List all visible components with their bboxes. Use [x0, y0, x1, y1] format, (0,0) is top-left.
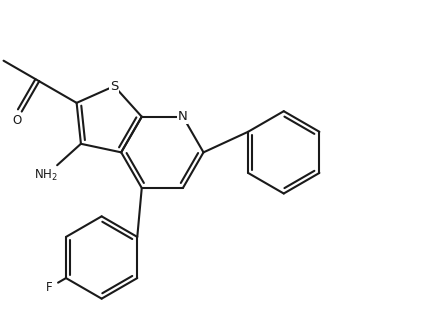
Text: N: N — [178, 110, 188, 123]
Text: F: F — [46, 281, 52, 294]
Text: S: S — [110, 80, 118, 93]
Text: NH$_2$: NH$_2$ — [34, 168, 58, 183]
Text: O: O — [12, 114, 21, 127]
